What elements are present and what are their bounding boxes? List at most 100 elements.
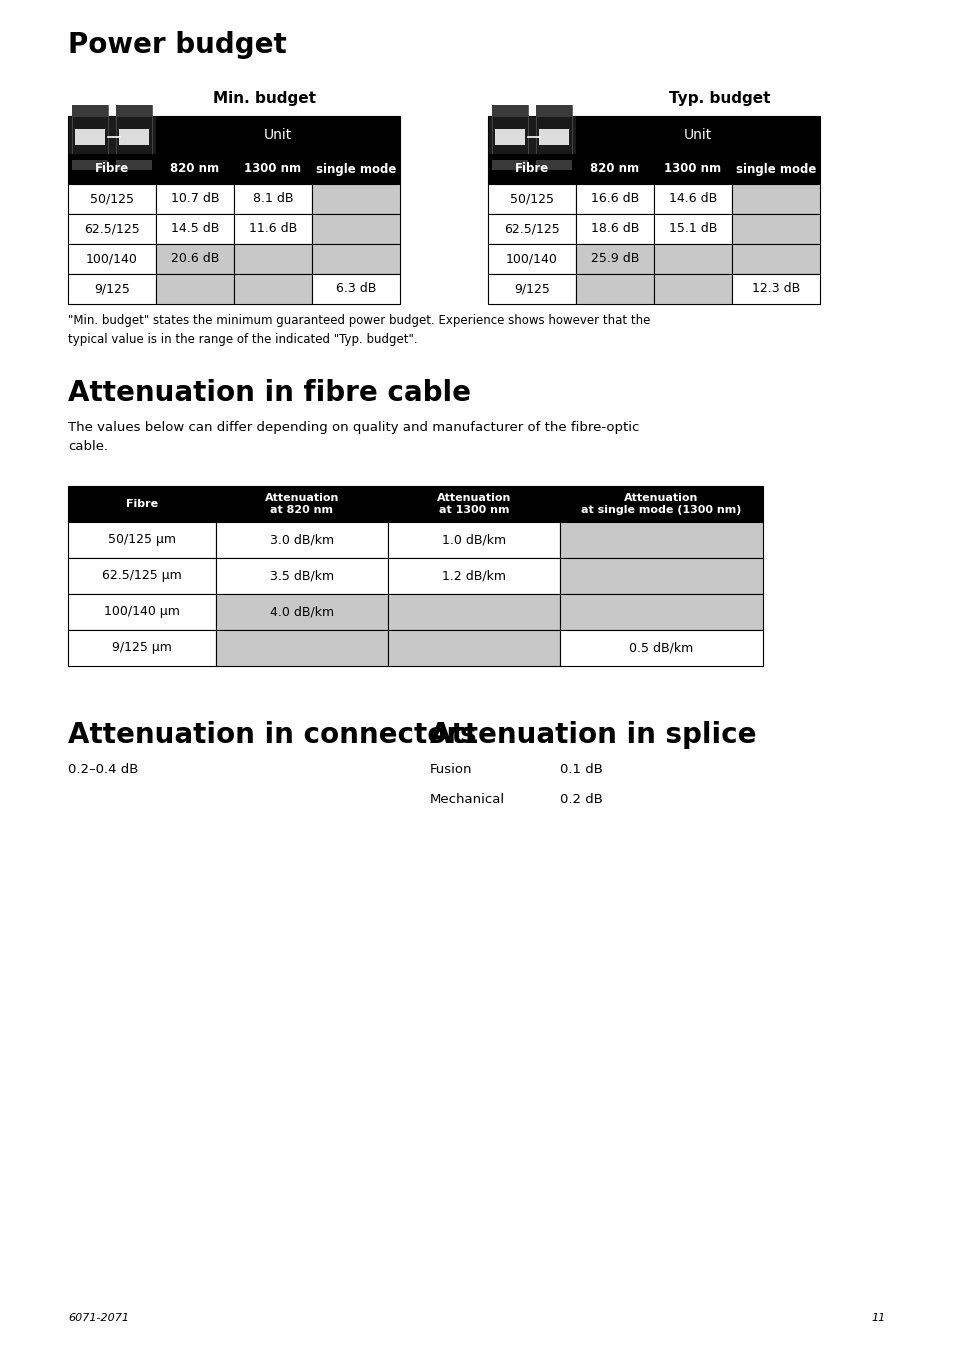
Bar <box>731 245 820 274</box>
Bar <box>492 159 527 169</box>
Text: Power budget: Power budget <box>68 31 287 59</box>
Bar <box>654 245 731 274</box>
Text: 3.0 dB/km: 3.0 dB/km <box>270 534 334 547</box>
Text: Fibre: Fibre <box>94 162 129 176</box>
Bar <box>576 213 654 245</box>
Text: 9/125: 9/125 <box>94 282 130 296</box>
Text: 20.6 dB: 20.6 dB <box>171 253 219 266</box>
Text: 100/140: 100/140 <box>86 253 138 266</box>
Text: Unit: Unit <box>683 128 711 142</box>
Text: 100/140: 100/140 <box>505 253 558 266</box>
Bar <box>312 245 399 274</box>
Text: 16.6 dB: 16.6 dB <box>590 192 639 205</box>
Bar <box>119 128 149 145</box>
Bar <box>388 630 559 666</box>
Bar <box>156 154 233 184</box>
Bar <box>559 630 762 666</box>
Text: 100/140 μm: 100/140 μm <box>104 605 180 619</box>
Text: 25.9 dB: 25.9 dB <box>590 253 639 266</box>
Bar <box>68 154 156 184</box>
Bar <box>388 486 559 521</box>
Bar <box>559 521 762 558</box>
Text: Fusion: Fusion <box>430 763 472 775</box>
Text: 820 nm: 820 nm <box>171 162 219 176</box>
Bar <box>488 245 576 274</box>
Bar <box>116 104 152 116</box>
Bar <box>233 245 312 274</box>
Bar <box>312 154 399 184</box>
Bar <box>576 184 654 213</box>
Bar <box>492 104 527 116</box>
Text: Attenuation
at 820 nm: Attenuation at 820 nm <box>265 493 339 515</box>
Text: Mechanical: Mechanical <box>430 793 504 807</box>
Text: Min. budget: Min. budget <box>213 92 316 107</box>
Text: 0.1 dB: 0.1 dB <box>559 763 602 775</box>
Bar <box>215 486 388 521</box>
Bar <box>68 184 156 213</box>
Bar <box>488 154 576 184</box>
Text: "Min. budget" states the minimum guaranteed power budget. Experience shows howev: "Min. budget" states the minimum guarant… <box>68 313 650 346</box>
Bar <box>388 558 559 594</box>
Text: 1.0 dB/km: 1.0 dB/km <box>441 534 505 547</box>
Text: 6.3 dB: 6.3 dB <box>335 282 375 296</box>
Text: 1300 nm: 1300 nm <box>244 162 301 176</box>
Text: Attenuation in connectors: Attenuation in connectors <box>68 721 476 748</box>
Bar <box>116 104 152 169</box>
Text: 10.7 dB: 10.7 dB <box>171 192 219 205</box>
Bar <box>538 128 568 145</box>
Bar <box>576 274 654 304</box>
Bar <box>495 128 524 145</box>
Bar <box>68 521 215 558</box>
Text: single mode: single mode <box>735 162 816 176</box>
Bar <box>233 274 312 304</box>
Bar <box>68 274 156 304</box>
Text: 0.2 dB: 0.2 dB <box>559 793 602 807</box>
Bar <box>576 116 820 154</box>
Bar <box>233 154 312 184</box>
Text: single mode: single mode <box>315 162 395 176</box>
Bar <box>215 521 388 558</box>
Bar <box>156 245 233 274</box>
Text: Unit: Unit <box>264 128 292 142</box>
Bar <box>156 213 233 245</box>
Text: Typ. budget: Typ. budget <box>669 92 770 107</box>
Text: 4.0 dB/km: 4.0 dB/km <box>270 605 334 619</box>
Bar <box>68 594 215 630</box>
Bar <box>731 274 820 304</box>
Bar <box>233 184 312 213</box>
Text: 18.6 dB: 18.6 dB <box>590 223 639 235</box>
Bar <box>576 154 654 184</box>
Bar <box>536 104 572 169</box>
Bar <box>68 558 215 594</box>
Bar <box>536 159 572 169</box>
Bar <box>68 245 156 274</box>
Text: The values below can differ depending on quality and manufacturer of the fibre-o: The values below can differ depending on… <box>68 422 639 454</box>
Bar <box>654 184 731 213</box>
Text: Attenuation in splice: Attenuation in splice <box>430 721 756 748</box>
Bar <box>731 213 820 245</box>
Bar <box>492 104 527 169</box>
Text: 50/125: 50/125 <box>90 192 133 205</box>
Bar <box>559 594 762 630</box>
Bar <box>75 128 105 145</box>
Text: 0.5 dB/km: 0.5 dB/km <box>629 642 693 654</box>
Text: 11: 11 <box>871 1313 885 1323</box>
Text: 9/125: 9/125 <box>514 282 549 296</box>
Bar <box>731 184 820 213</box>
Bar <box>488 213 576 245</box>
Text: Attenuation
at single mode (1300 nm): Attenuation at single mode (1300 nm) <box>580 493 740 515</box>
Bar <box>559 558 762 594</box>
Bar <box>71 104 108 116</box>
Text: 3.5 dB/km: 3.5 dB/km <box>270 570 334 582</box>
Bar <box>312 274 399 304</box>
Bar <box>156 184 233 213</box>
Text: Attenuation in fibre cable: Attenuation in fibre cable <box>68 380 471 407</box>
Bar <box>536 104 572 116</box>
Text: 9/125 μm: 9/125 μm <box>112 642 172 654</box>
Text: 62.5/125 μm: 62.5/125 μm <box>102 570 182 582</box>
Bar <box>68 486 215 521</box>
Bar <box>654 213 731 245</box>
Bar <box>488 274 576 304</box>
Text: 8.1 dB: 8.1 dB <box>253 192 293 205</box>
Text: 820 nm: 820 nm <box>590 162 639 176</box>
